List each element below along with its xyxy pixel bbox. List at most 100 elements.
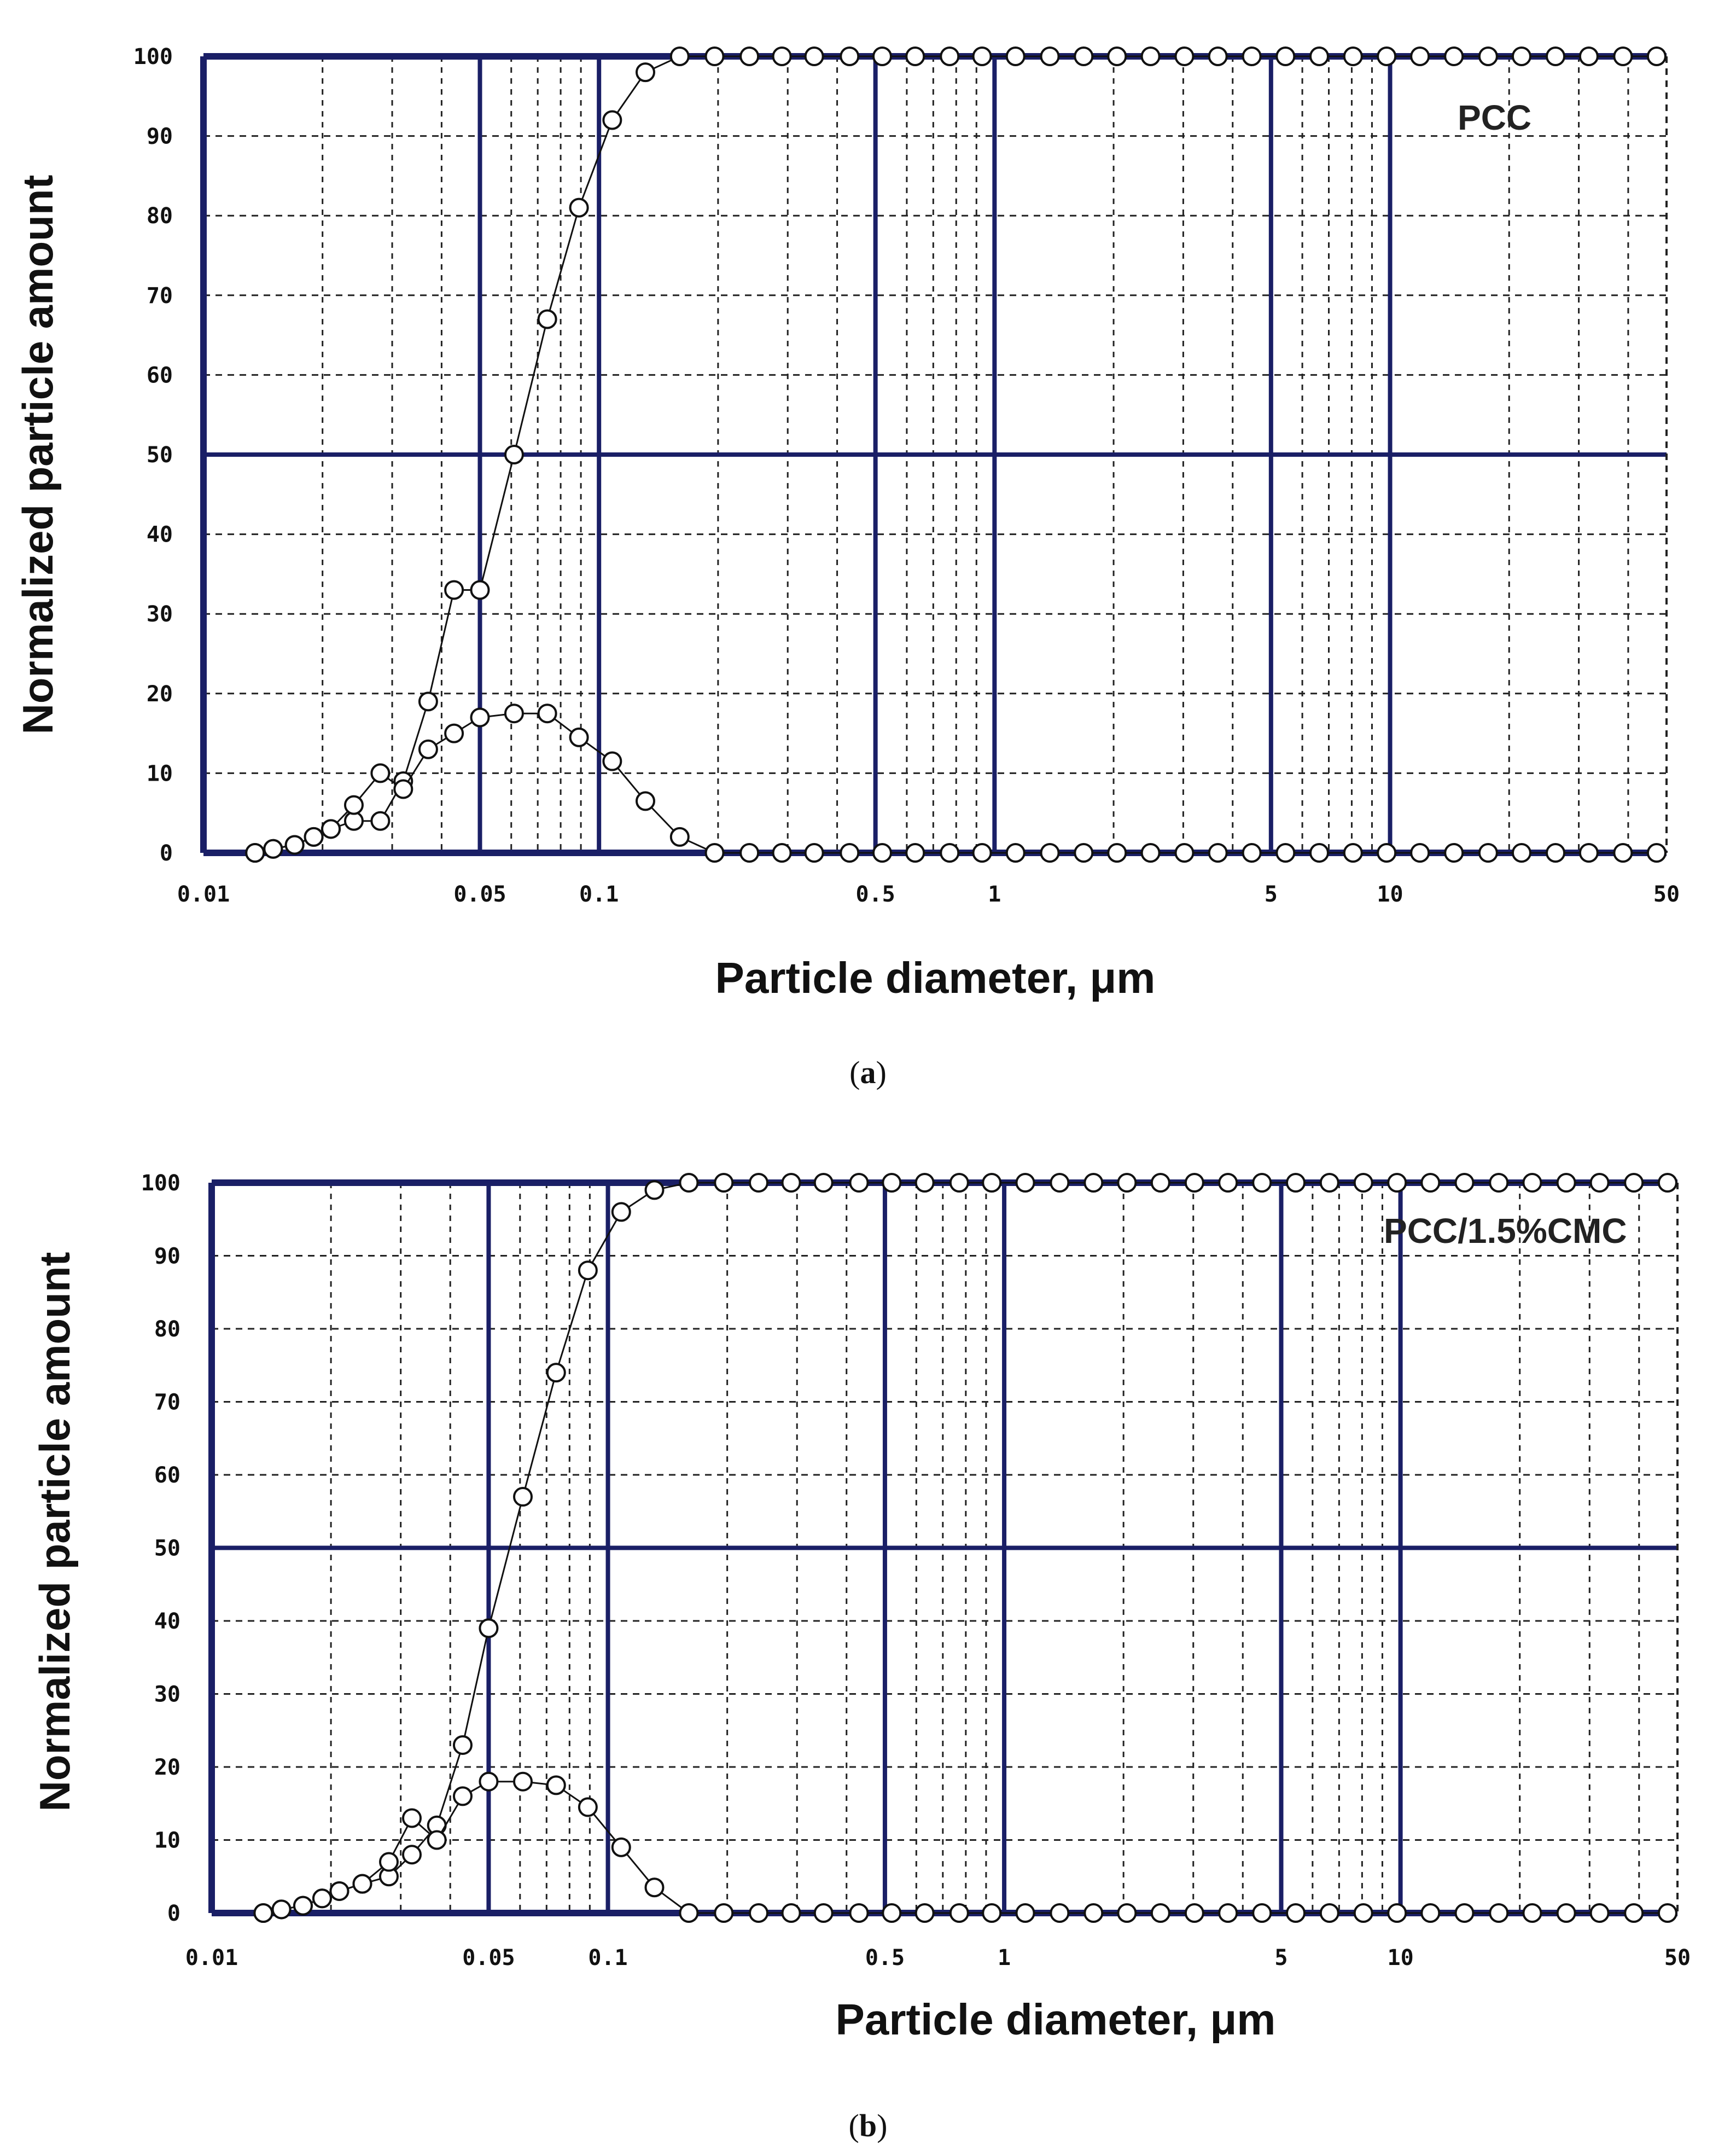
data-point-differential	[546, 1775, 566, 1795]
data-point-cumulative	[1015, 1173, 1035, 1193]
data-point-cumulative	[1377, 46, 1397, 66]
data-point-cumulative	[370, 811, 391, 831]
x-axis-title: Particle diameter, μm	[715, 954, 1156, 1002]
y-tick-label: 50	[154, 1536, 180, 1561]
data-point-cumulative	[1343, 46, 1363, 66]
caption-paren-open: (	[849, 2108, 859, 2143]
data-point-cumulative	[1083, 1173, 1104, 1193]
data-point-differential	[1319, 1903, 1339, 1923]
data-point-cumulative	[714, 1173, 734, 1193]
data-point-differential	[704, 843, 725, 863]
data-point-differential	[972, 843, 992, 863]
data-point-differential	[1208, 843, 1228, 863]
y-tick-label: 20	[147, 682, 173, 707]
y-tick-label: 90	[154, 1244, 180, 1269]
y-tick-label: 20	[154, 1755, 180, 1780]
data-point-differential	[644, 1877, 665, 1898]
data-point-differential	[321, 819, 341, 839]
caption-paren-close: )	[877, 2108, 887, 2143]
data-point-cumulative	[949, 1173, 969, 1193]
chart-panel-a: 0 10 20 30 40 50 60 70 80 90 100 0.01 0.05 0.1 0.5 1 5 10…	[14, 44, 1680, 1090]
data-point-differential	[635, 791, 655, 811]
data-point-cumulative	[840, 46, 860, 66]
data-point-cumulative	[1646, 46, 1667, 66]
data-point-cumulative	[882, 1173, 902, 1193]
data-point-differential	[1309, 843, 1329, 863]
data-point-cumulative	[537, 309, 557, 329]
data-point-cumulative	[512, 1487, 533, 1507]
x-tick-label: 50	[1653, 882, 1680, 907]
data-point-differential	[1252, 1903, 1272, 1923]
x-tick-label: 0.1	[579, 882, 619, 907]
data-point-cumulative	[1556, 1173, 1576, 1193]
data-point-differential	[1015, 1903, 1035, 1923]
data-point-cumulative	[1074, 46, 1094, 66]
data-point-differential	[470, 707, 490, 728]
data-point-cumulative	[1478, 46, 1498, 66]
data-point-differential	[444, 723, 464, 743]
data-point-differential	[343, 795, 364, 815]
data-point-differential	[772, 843, 792, 863]
data-point-cumulative	[470, 580, 490, 600]
data-point-cumulative	[1117, 1173, 1137, 1193]
series-line-cumulative	[263, 1182, 1668, 1914]
data-point-differential	[1387, 1903, 1407, 1923]
data-point-cumulative	[1242, 46, 1262, 66]
data-point-differential	[1353, 1903, 1373, 1923]
y-tick-label: 100	[133, 44, 173, 69]
x-tick-label: 5	[1274, 1945, 1288, 1970]
data-point-differential	[1578, 843, 1599, 863]
data-point-cumulative	[546, 1363, 566, 1383]
data-point-cumulative	[813, 1173, 834, 1193]
data-point-differential	[781, 1903, 801, 1923]
data-point-cumulative	[1387, 1173, 1407, 1193]
data-point-differential	[1489, 1903, 1509, 1923]
data-point-cumulative	[914, 1173, 935, 1193]
data-point-differential	[1624, 1903, 1644, 1923]
data-point-differential	[914, 1903, 935, 1923]
data-point-differential	[312, 1888, 332, 1909]
data-point-cumulative	[739, 46, 760, 66]
data-point-differential	[284, 835, 305, 855]
data-point-differential	[1546, 843, 1566, 863]
caption-letter: a	[860, 1055, 876, 1090]
data-point-differential	[813, 1903, 834, 1923]
data-point-cumulative	[452, 1735, 473, 1755]
data-point-differential	[602, 751, 622, 771]
series-line-cumulative	[254, 55, 1657, 854]
data-point-cumulative	[748, 1173, 768, 1193]
data-point-cumulative	[611, 1202, 631, 1222]
data-point-cumulative	[635, 62, 655, 83]
data-point-cumulative	[479, 1618, 499, 1638]
data-point-differential	[669, 827, 690, 847]
data-point-cumulative	[804, 46, 824, 66]
data-point-cumulative	[1410, 46, 1430, 66]
data-point-cumulative	[1444, 46, 1464, 66]
data-point-cumulative	[1040, 46, 1060, 66]
data-point-cumulative	[1286, 1173, 1306, 1193]
data-point-differential	[452, 1786, 473, 1806]
y-tick-label: 10	[154, 1828, 180, 1853]
data-point-cumulative	[444, 580, 464, 600]
y-tick-label: 0	[167, 1901, 180, 1926]
data-point-differential	[401, 1808, 422, 1828]
data-point-differential	[982, 1903, 1002, 1923]
x-tick-label: 1	[998, 1945, 1011, 1970]
data-point-cumulative	[1005, 46, 1026, 66]
data-point-differential	[679, 1903, 699, 1923]
data-point-cumulative	[1174, 46, 1195, 66]
data-point-differential	[1343, 843, 1363, 863]
x-tick-label: 50	[1664, 1945, 1691, 1970]
data-point-differential	[370, 763, 391, 783]
y-tick-label: 60	[147, 363, 173, 388]
data-point-differential	[849, 1903, 869, 1923]
x-tick-label: 0.01	[177, 882, 230, 907]
data-point-cumulative	[1613, 46, 1633, 66]
data-point-cumulative	[1140, 46, 1161, 66]
data-point-cumulative	[872, 46, 892, 66]
data-point-differential	[1107, 843, 1127, 863]
data-point-cumulative	[1252, 1173, 1272, 1193]
x-tick-label: 0.01	[185, 1945, 238, 1970]
data-point-differential	[578, 1797, 598, 1817]
